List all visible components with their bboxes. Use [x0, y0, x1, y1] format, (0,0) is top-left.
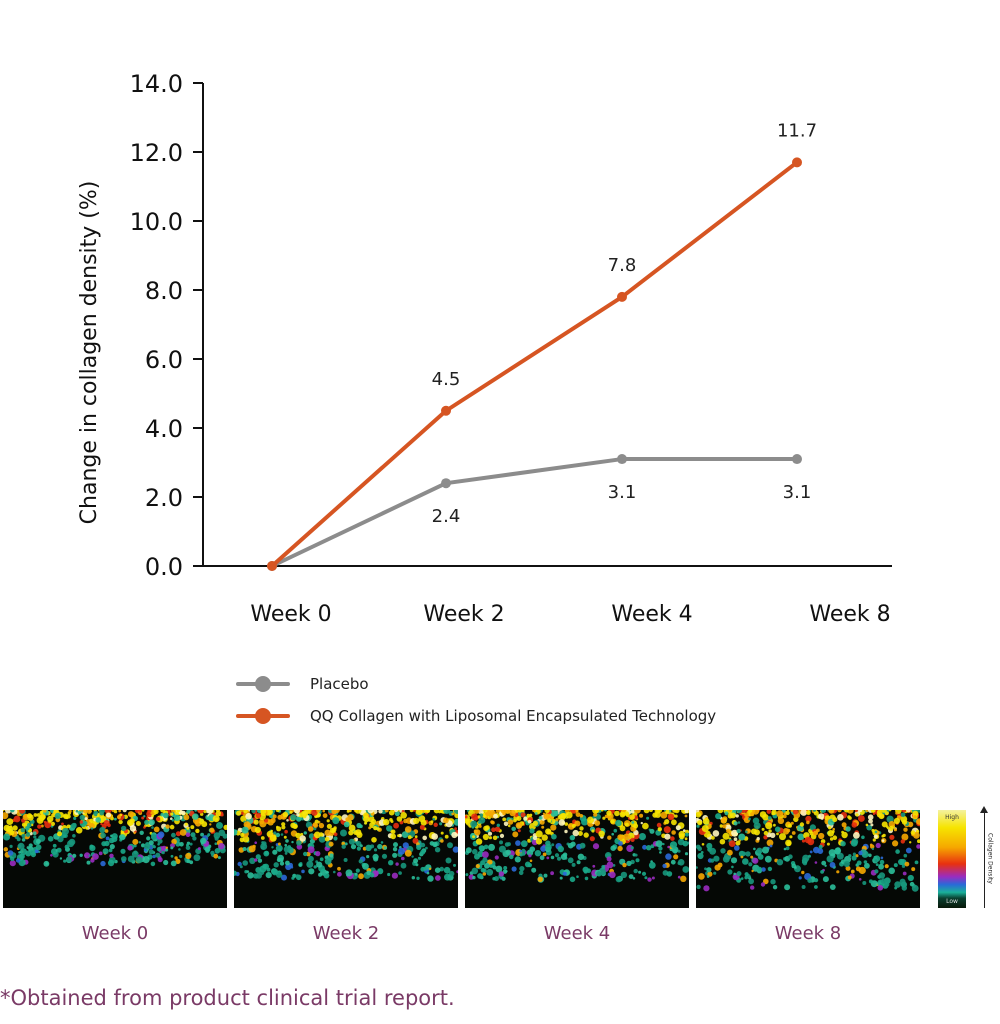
y-tick-label: 14.0 — [130, 70, 183, 98]
line-chart: 0.0 2.0 4.0 6.0 8.0 10.0 12.0 14.0 Change in col… — [77, 70, 892, 627]
density-image-week-2 — [234, 810, 458, 908]
scale-arrow-icon — [980, 806, 988, 813]
y-axis-label: Change in collagen density (%) — [77, 181, 102, 525]
scale-low-label: Low — [946, 898, 958, 905]
data-label: 3.1 — [608, 482, 637, 503]
y-tick-label: 4.0 — [145, 415, 183, 443]
collagen-density-images — [0, 810, 1000, 910]
data-point — [441, 405, 451, 416]
image-label-week-0: Week 0 — [81, 923, 149, 944]
y-tick-label: 2.0 — [145, 484, 183, 512]
x-tick-label: Week 4 — [611, 602, 692, 627]
density-texture — [465, 810, 689, 883]
density-image-week-4 — [465, 810, 689, 908]
data-label: 4.5 — [432, 369, 461, 390]
data-point — [441, 478, 451, 489]
data-label: 7.8 — [608, 255, 637, 276]
image-label-week-4: Week 4 — [543, 923, 611, 944]
legend-label-placebo: Placebo — [310, 675, 369, 693]
density-texture — [696, 810, 920, 892]
image-label-week-2: Week 2 — [312, 923, 380, 944]
legend-swatch-placebo — [236, 676, 290, 692]
legend-item-qq-collagen: QQ Collagen with Liposomal Encapsulated … — [236, 700, 716, 732]
data-point — [267, 561, 277, 571]
legend-label-qq-collagen: QQ Collagen with Liposomal Encapsulated … — [310, 707, 717, 725]
data-point — [792, 157, 802, 168]
density-texture — [3, 810, 227, 867]
x-tick-label: Week 0 — [250, 602, 331, 627]
data-point — [792, 454, 802, 465]
density-image-week-0 — [3, 810, 227, 908]
legend-item-placebo: Placebo — [236, 668, 716, 700]
x-tick-label: Week 2 — [423, 602, 504, 627]
y-tick-label: 0.0 — [145, 553, 183, 581]
image-label-week-8: Week 8 — [774, 923, 842, 944]
density-image-week-8 — [696, 810, 920, 908]
data-label: 3.1 — [783, 482, 812, 503]
y-tick-label: 6.0 — [145, 346, 183, 374]
y-tick-label: 10.0 — [130, 208, 183, 236]
data-label: 11.7 — [777, 120, 817, 141]
density-texture — [234, 810, 458, 882]
y-tick-label: 8.0 — [145, 277, 183, 305]
legend-swatch-qq-collagen — [236, 708, 290, 724]
scale-title: Collagen Density — [986, 833, 994, 884]
footnote: *Obtained from product clinical trial re… — [0, 986, 455, 1010]
legend: Placebo QQ Collagen with Liposomal Encap… — [236, 668, 716, 732]
data-label: 2.4 — [432, 506, 461, 527]
data-point — [617, 291, 627, 302]
density-color-scale — [938, 810, 966, 908]
y-tick-label: 12.0 — [130, 139, 183, 167]
data-point — [617, 454, 627, 465]
series-line — [271, 457, 797, 568]
series-line — [270, 160, 799, 568]
scale-arrow — [984, 810, 985, 908]
scale-high-label: High — [945, 814, 959, 821]
x-tick-label: Week 8 — [809, 602, 890, 627]
